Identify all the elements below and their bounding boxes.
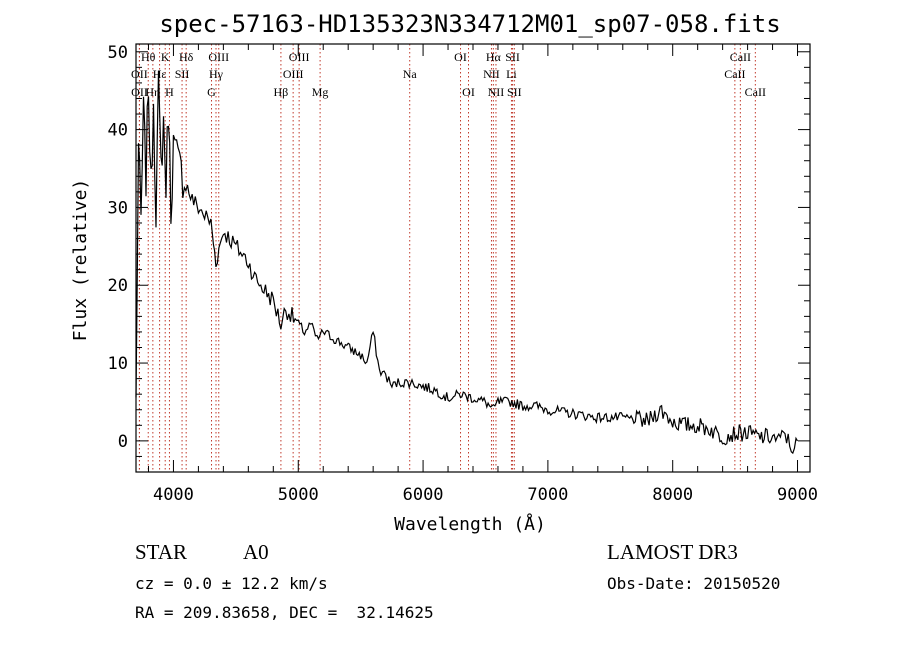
line-label: SII bbox=[175, 67, 190, 81]
line-label: CaII bbox=[724, 67, 745, 81]
line-label: NII bbox=[488, 85, 505, 99]
line-label: SII bbox=[505, 50, 520, 64]
line-label: CaII bbox=[730, 50, 751, 64]
x-axis-label: Wavelength (Å) bbox=[394, 513, 546, 535]
x-tick-label: 7000 bbox=[527, 485, 568, 505]
line-label: G bbox=[207, 85, 216, 99]
y-tick-label: 40 bbox=[108, 121, 128, 141]
line-label: H bbox=[165, 85, 174, 99]
line-label: Hθ bbox=[141, 50, 156, 64]
observation-date: Obs-Date: 20150520 bbox=[607, 574, 781, 593]
line-label: Hη bbox=[145, 85, 160, 99]
y-tick-label: 50 bbox=[108, 43, 128, 63]
coordinates-readout: RA = 209.83658, DEC = 32.14625 bbox=[135, 603, 434, 622]
x-tick-label: 8000 bbox=[652, 485, 693, 505]
line-label: Hγ bbox=[209, 67, 224, 81]
line-label: Hε bbox=[153, 67, 167, 81]
line-label: OI bbox=[454, 50, 467, 64]
line-label: Mg bbox=[312, 85, 329, 99]
x-tick-label: 5000 bbox=[278, 485, 319, 505]
object-type: STAR bbox=[135, 540, 187, 564]
line-label: OIII bbox=[208, 50, 229, 64]
line-label: Hβ bbox=[274, 85, 289, 99]
survey-name: LAMOST DR3 bbox=[607, 540, 738, 564]
chart-title: spec-57163-HD135323N334712M01_sp07-058.f… bbox=[159, 10, 780, 38]
spectrum-line bbox=[135, 70, 799, 455]
line-label: CaII bbox=[745, 85, 766, 99]
y-tick-label: 20 bbox=[108, 276, 128, 296]
x-tick-label: 6000 bbox=[403, 485, 444, 505]
y-axis-label: Flux (relative) bbox=[70, 179, 91, 342]
line-label: OII bbox=[131, 85, 148, 99]
x-tick-label: 4000 bbox=[153, 485, 194, 505]
line-label: Li bbox=[506, 67, 517, 81]
y-axis: 0 10 20 30 40 50 bbox=[108, 43, 810, 457]
line-label: OI bbox=[462, 85, 475, 99]
spectral-line-markers bbox=[138, 44, 756, 472]
line-label: Hα bbox=[486, 50, 502, 64]
y-tick-label: 10 bbox=[108, 354, 128, 374]
line-label: Na bbox=[403, 67, 418, 81]
line-label: OIII bbox=[289, 50, 310, 64]
line-label: OIII bbox=[283, 67, 304, 81]
spectral-class: A0 bbox=[243, 540, 269, 564]
y-tick-label: 30 bbox=[108, 198, 128, 218]
plot-frame bbox=[135, 43, 811, 473]
x-tick-label: 9000 bbox=[777, 485, 818, 505]
line-label: SII bbox=[507, 85, 522, 99]
line-label: Hδ bbox=[179, 50, 194, 64]
line-label: OII bbox=[131, 67, 148, 81]
line-label: K bbox=[161, 50, 170, 64]
line-label: NII bbox=[483, 67, 500, 81]
x-axis: 4000 5000 6000 7000 8000 9000 bbox=[147, 44, 818, 505]
y-tick-label: 0 bbox=[118, 432, 128, 452]
redshift-readout: cz = 0.0 ± 12.2 km/s bbox=[135, 574, 328, 593]
